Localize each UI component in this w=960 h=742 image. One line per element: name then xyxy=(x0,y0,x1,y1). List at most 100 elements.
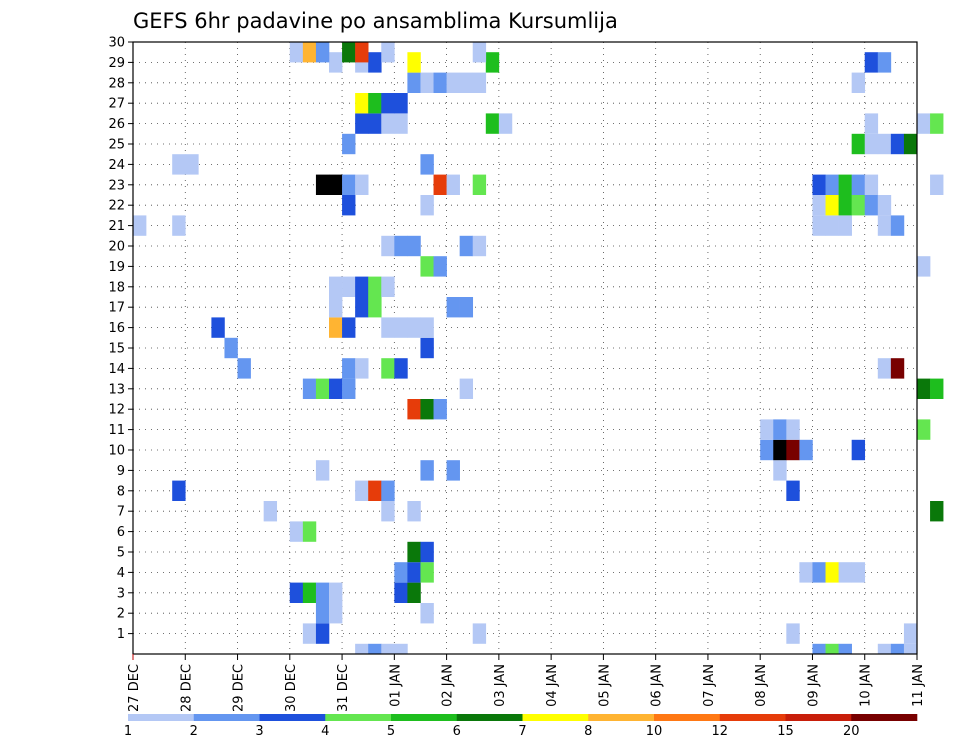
cell-73 xyxy=(420,317,434,338)
cell-78 xyxy=(459,297,474,318)
ytick-label-2: 2 xyxy=(117,607,125,622)
cell-108 xyxy=(329,174,343,195)
cell-112 xyxy=(446,174,460,195)
cell-72 xyxy=(407,317,421,338)
xtick-label-14: 10 JAN xyxy=(859,664,874,707)
ytick-label-15: 15 xyxy=(108,342,125,357)
cell-13 xyxy=(407,582,421,603)
cell-124 xyxy=(851,133,866,155)
cell-136 xyxy=(917,113,931,134)
cell-33 xyxy=(381,480,395,501)
ytick-label-10: 10 xyxy=(108,444,125,459)
cell-64 xyxy=(890,358,905,379)
cell-68 xyxy=(329,317,343,338)
cell-118 xyxy=(864,174,879,195)
ytick-label-1: 1 xyxy=(117,627,125,642)
cell-11 xyxy=(329,582,343,603)
cell-99 xyxy=(342,195,356,216)
cell-23 xyxy=(420,541,434,563)
cell-81 xyxy=(355,276,369,297)
cell-2 xyxy=(472,623,487,644)
colorbar-box-2 xyxy=(193,714,260,721)
ytick-label-22: 22 xyxy=(108,199,125,214)
cell-138 xyxy=(355,93,369,114)
cell-34 xyxy=(786,480,800,501)
cell-116 xyxy=(838,174,852,195)
xtick-label-3: 30 DEC xyxy=(284,664,299,712)
cell-131 xyxy=(381,113,395,134)
ytick-label-11: 11 xyxy=(108,423,125,438)
cell-0 xyxy=(302,623,317,644)
cell-151 xyxy=(368,52,382,73)
cell-94 xyxy=(812,215,826,236)
cell-110 xyxy=(355,174,369,195)
ytick-label-13: 13 xyxy=(108,382,125,397)
colorbar-label-1: 1 xyxy=(124,724,132,739)
xtick-label-11: 07 JAN xyxy=(702,664,717,707)
colorbar-box-1 xyxy=(128,714,195,721)
ytick-label-7: 7 xyxy=(117,505,125,520)
cell-20 xyxy=(838,562,852,583)
cell-130 xyxy=(368,113,382,134)
y-axis-ticks: 1234567891011121314151617181920212223242… xyxy=(108,36,133,642)
cell-10 xyxy=(315,582,330,603)
cell-54 xyxy=(342,378,356,399)
cell-127 xyxy=(890,133,905,155)
xtick-label-8: 04 JAN xyxy=(545,664,560,707)
cell-3 xyxy=(786,623,800,644)
cell-43 xyxy=(851,439,866,461)
cell-168 xyxy=(825,643,839,654)
cell-107 xyxy=(315,174,330,195)
cell-56 xyxy=(917,378,931,399)
cell-45 xyxy=(773,419,787,440)
cell-162 xyxy=(472,42,487,63)
cell-129 xyxy=(355,113,369,134)
cell-32 xyxy=(368,480,382,501)
colorbar-box-11 xyxy=(785,714,852,721)
cell-71 xyxy=(394,317,408,338)
cell-50 xyxy=(433,399,447,420)
ytick-label-3: 3 xyxy=(117,586,125,601)
cell-172 xyxy=(903,643,918,654)
cell-80 xyxy=(342,276,356,297)
ytick-label-27: 27 xyxy=(108,97,125,112)
cell-171 xyxy=(890,643,905,654)
cell-102 xyxy=(825,195,839,216)
colorbar-box-9 xyxy=(654,714,721,721)
ytick-label-29: 29 xyxy=(108,56,125,71)
cell-169 xyxy=(838,643,852,654)
colorbar-label-4: 4 xyxy=(321,724,329,739)
xtick-label-0: 27 DEC xyxy=(127,664,142,712)
cell-39 xyxy=(760,439,774,461)
colorbar-box-3 xyxy=(259,714,326,721)
cell-22 xyxy=(407,541,421,563)
cell-103 xyxy=(838,195,852,216)
cell-87 xyxy=(381,235,395,257)
cell-89 xyxy=(407,235,421,257)
ytick-label-8: 8 xyxy=(117,484,125,499)
cell-85 xyxy=(433,256,447,277)
chart-title: GEFS 6hr padavine po ansamblima Kursumli… xyxy=(133,9,618,33)
colorbar-box-5 xyxy=(391,714,458,721)
cell-15 xyxy=(407,562,421,583)
xtick-label-15: 11 JAN xyxy=(911,664,926,707)
colorbar-label-15: 15 xyxy=(777,724,794,739)
ytick-label-19: 19 xyxy=(108,260,125,275)
cell-40 xyxy=(773,439,787,461)
cell-137 xyxy=(930,113,944,134)
cell-111 xyxy=(433,174,447,195)
cell-27 xyxy=(381,501,395,522)
cell-83 xyxy=(381,276,395,297)
cell-1 xyxy=(315,623,330,644)
ytick-label-23: 23 xyxy=(108,178,125,193)
cell-109 xyxy=(342,174,356,195)
cell-47 xyxy=(917,419,931,440)
cell-120 xyxy=(172,154,186,175)
cell-156 xyxy=(289,42,304,63)
cell-128 xyxy=(903,133,918,155)
cell-44 xyxy=(760,419,774,440)
cell-36 xyxy=(420,460,434,481)
ytick-label-4: 4 xyxy=(117,566,125,581)
cell-97 xyxy=(877,215,892,236)
